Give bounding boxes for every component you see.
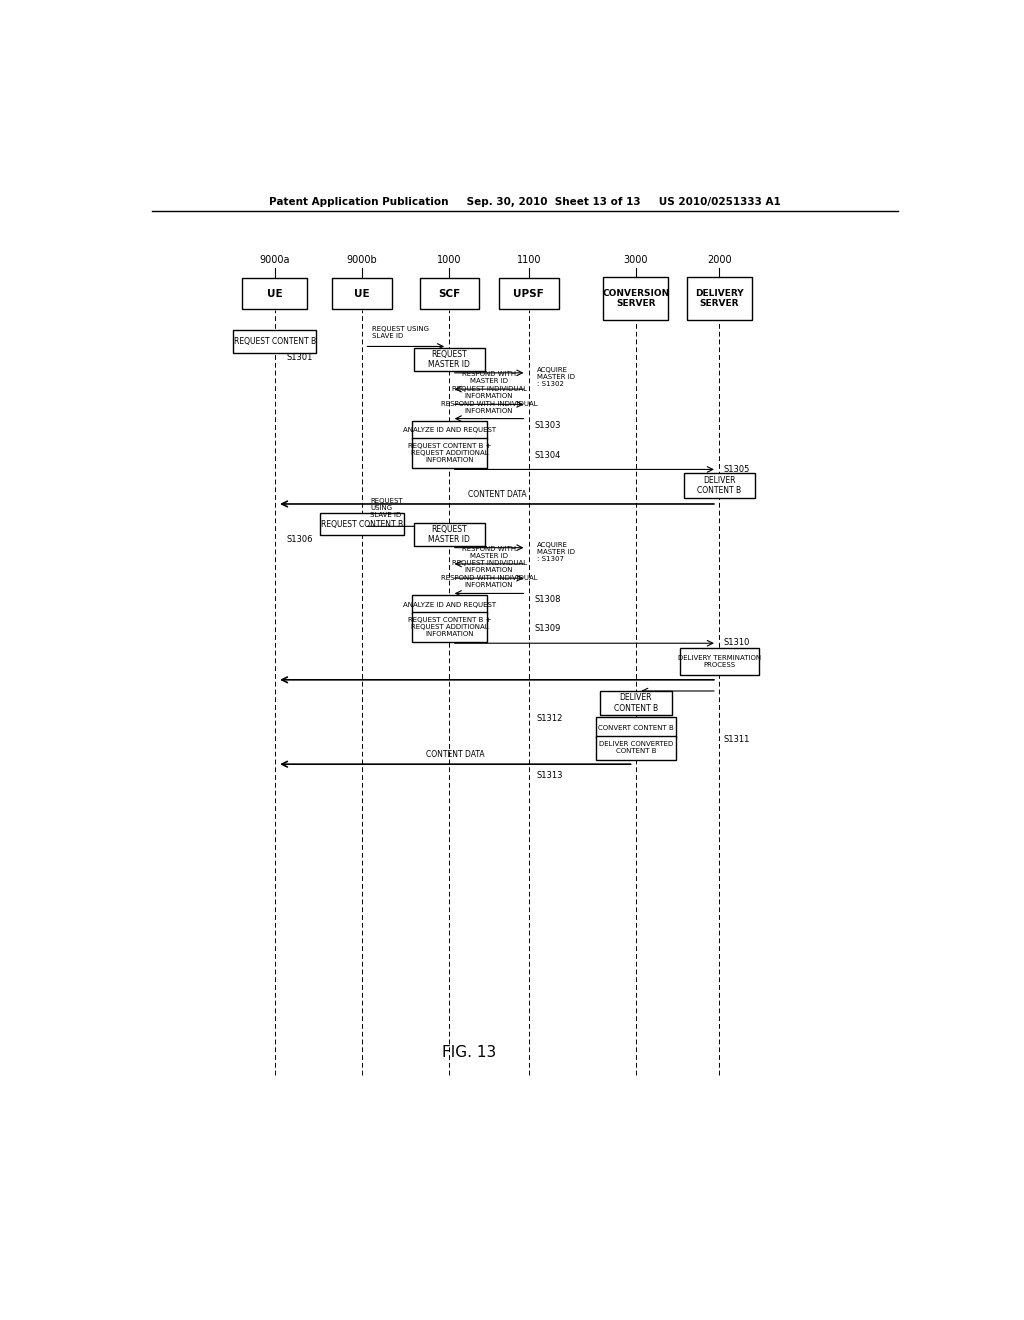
FancyBboxPatch shape <box>603 277 669 319</box>
FancyBboxPatch shape <box>333 279 392 309</box>
FancyBboxPatch shape <box>412 595 487 614</box>
Text: S1310: S1310 <box>723 638 750 647</box>
Text: REQUEST USING
SLAVE ID: REQUEST USING SLAVE ID <box>372 326 429 339</box>
Text: 3000: 3000 <box>624 255 648 265</box>
Text: SCF: SCF <box>438 289 461 298</box>
Text: DELIVER
CONTENT B: DELIVER CONTENT B <box>697 477 741 495</box>
Text: ACQUIRE
MASTER ID
: S1302: ACQUIRE MASTER ID : S1302 <box>537 367 574 387</box>
Text: DELIVERY
SERVER: DELIVERY SERVER <box>695 289 743 309</box>
FancyBboxPatch shape <box>412 438 487 469</box>
Text: RESPOND WITH INDIVIDUAL
INFORMATION: RESPOND WITH INDIVIDUAL INFORMATION <box>440 576 538 589</box>
Text: S1312: S1312 <box>537 714 563 723</box>
FancyBboxPatch shape <box>687 277 752 319</box>
Text: REQUEST
USING
SLAVE ID: REQUEST USING SLAVE ID <box>370 498 402 519</box>
Text: UE: UE <box>354 289 370 298</box>
Text: REQUEST INDIVIDUAL
INFORMATION: REQUEST INDIVIDUAL INFORMATION <box>452 560 526 573</box>
Text: DELIVER
CONTENT B: DELIVER CONTENT B <box>613 693 658 713</box>
Text: S1301: S1301 <box>287 354 313 362</box>
Text: S1305: S1305 <box>723 465 750 474</box>
Text: UPSF: UPSF <box>513 289 544 298</box>
Text: 9000a: 9000a <box>259 255 290 265</box>
Text: DELIVER CONVERTED
CONTENT B: DELIVER CONVERTED CONTENT B <box>599 742 673 755</box>
Text: REQUEST INDIVIDUAL
INFORMATION: REQUEST INDIVIDUAL INFORMATION <box>452 387 526 399</box>
Text: RESPOND WITH INDIVIDUAL
INFORMATION: RESPOND WITH INDIVIDUAL INFORMATION <box>440 400 538 413</box>
Text: FIG. 13: FIG. 13 <box>442 1045 497 1060</box>
Text: REQUEST CONTENT B +
REQUEST ADDITIONAL
INFORMATION: REQUEST CONTENT B + REQUEST ADDITIONAL I… <box>408 444 492 463</box>
Text: CONVERSION
SERVER: CONVERSION SERVER <box>602 289 670 309</box>
Text: RESPOND WITH
MASTER ID: RESPOND WITH MASTER ID <box>462 546 516 558</box>
Text: S1304: S1304 <box>535 450 561 459</box>
Text: S1303: S1303 <box>535 421 561 430</box>
FancyBboxPatch shape <box>596 718 676 738</box>
Text: 1100: 1100 <box>516 255 541 265</box>
FancyBboxPatch shape <box>412 421 487 440</box>
Text: REQUEST
MASTER ID: REQUEST MASTER ID <box>428 350 470 370</box>
Text: ANALYZE ID AND REQUEST: ANALYZE ID AND REQUEST <box>402 426 496 433</box>
Text: CONTENT DATA: CONTENT DATA <box>468 490 526 499</box>
Text: S1311: S1311 <box>723 735 750 744</box>
FancyBboxPatch shape <box>414 348 485 371</box>
Text: S1313: S1313 <box>537 771 563 780</box>
Text: REQUEST CONTENT B +
REQUEST ADDITIONAL
INFORMATION: REQUEST CONTENT B + REQUEST ADDITIONAL I… <box>408 616 492 638</box>
Text: REQUEST CONTENT B: REQUEST CONTENT B <box>233 337 315 346</box>
FancyBboxPatch shape <box>499 279 558 309</box>
FancyBboxPatch shape <box>596 735 676 760</box>
Text: ANALYZE ID AND REQUEST: ANALYZE ID AND REQUEST <box>402 602 496 607</box>
Text: CONVERT CONTENT B: CONVERT CONTENT B <box>598 725 674 730</box>
FancyBboxPatch shape <box>680 648 759 676</box>
Text: ACQUIRE
MASTER ID
: S1307: ACQUIRE MASTER ID : S1307 <box>537 541 574 562</box>
Text: REQUEST
MASTER ID: REQUEST MASTER ID <box>428 525 470 544</box>
Text: S1309: S1309 <box>535 624 561 634</box>
Text: DELIVERY TERMINATION
PROCESS: DELIVERY TERMINATION PROCESS <box>678 655 761 668</box>
Text: REQUEST CONTENT B: REQUEST CONTENT B <box>322 520 403 529</box>
FancyBboxPatch shape <box>600 690 672 715</box>
Text: CONTENT DATA: CONTENT DATA <box>426 750 484 759</box>
Text: S1306: S1306 <box>287 535 313 544</box>
FancyBboxPatch shape <box>684 474 755 498</box>
FancyBboxPatch shape <box>420 279 479 309</box>
Text: 1000: 1000 <box>437 255 462 265</box>
FancyBboxPatch shape <box>412 611 487 643</box>
FancyBboxPatch shape <box>243 279 307 309</box>
Text: S1308: S1308 <box>535 595 561 605</box>
Text: UE: UE <box>267 289 283 298</box>
Text: 2000: 2000 <box>707 255 731 265</box>
Text: RESPOND WITH
MASTER ID: RESPOND WITH MASTER ID <box>462 371 516 384</box>
Text: 9000b: 9000b <box>347 255 378 265</box>
FancyBboxPatch shape <box>233 330 316 352</box>
Text: Patent Application Publication     Sep. 30, 2010  Sheet 13 of 13     US 2010/025: Patent Application Publication Sep. 30, … <box>269 197 780 207</box>
FancyBboxPatch shape <box>321 513 403 536</box>
FancyBboxPatch shape <box>414 523 485 546</box>
